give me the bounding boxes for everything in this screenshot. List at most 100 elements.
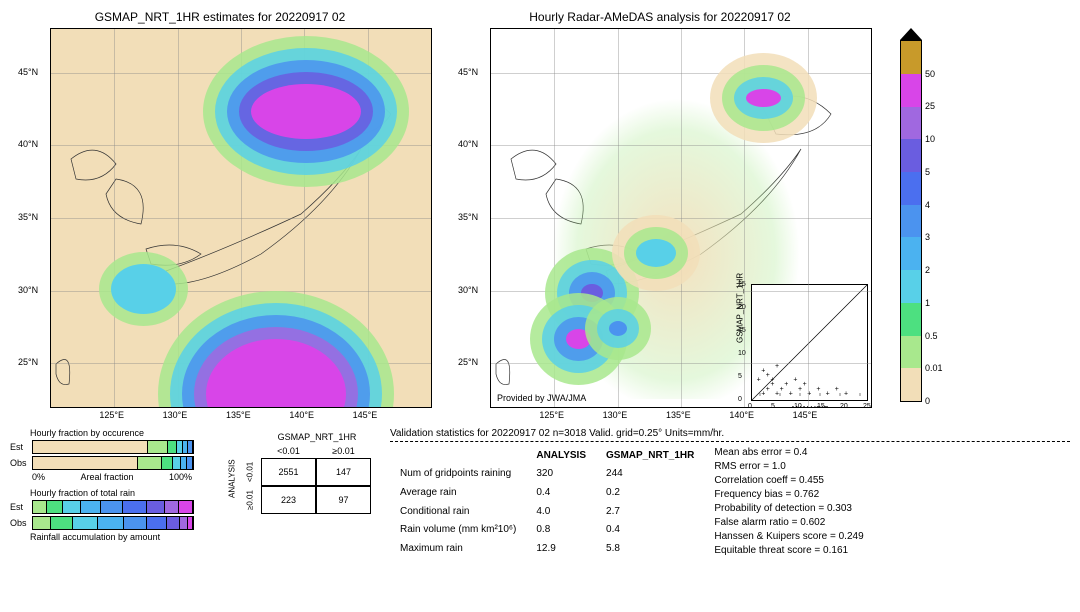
fraction-row: Obs bbox=[10, 456, 210, 470]
xtick-label: 145°E bbox=[353, 410, 378, 420]
colorbar-segment bbox=[901, 368, 921, 401]
stats-th bbox=[390, 446, 526, 465]
attribution-label: Provided by JWA/JMA bbox=[497, 393, 586, 403]
svg-text:+: + bbox=[835, 386, 839, 393]
left-map-frame bbox=[50, 28, 432, 408]
ytick-label: 45°N bbox=[458, 67, 478, 77]
ctg-cell-01: 147 bbox=[316, 458, 371, 486]
inset-scatter: ++++++++++++++++++++ ANALYSISGSMAP_NRT_1… bbox=[751, 284, 868, 401]
stats-td: 244 bbox=[596, 465, 704, 484]
stats-th: ANALYSIS bbox=[526, 446, 596, 465]
fraction-row-label: Obs bbox=[10, 518, 32, 528]
xtick-label: 125°E bbox=[99, 410, 124, 420]
occ-axis: 0% Areal fraction 100% bbox=[10, 472, 192, 482]
xtick-label: 130°E bbox=[603, 410, 628, 420]
rain-rows: Est Obs bbox=[10, 500, 210, 530]
svg-text:+: + bbox=[793, 377, 797, 384]
stats-metric: Equitable threat score = 0.161 bbox=[714, 544, 863, 558]
svg-text:+: + bbox=[757, 377, 761, 384]
stats-td: 2.7 bbox=[596, 502, 704, 521]
fraction-panel: Hourly fraction by occurence EstObs 0% A… bbox=[10, 428, 210, 558]
stats-td: Num of gridpoints raining bbox=[390, 465, 526, 484]
stats-td: Average rain bbox=[390, 483, 526, 502]
colorbar-segment bbox=[901, 270, 921, 303]
stats-td: Rain volume (mm km²10⁶) bbox=[390, 521, 526, 540]
fraction-row-label: Est bbox=[10, 442, 32, 452]
stats-metric: Hanssen & Kuipers score = 0.249 bbox=[714, 530, 863, 544]
colorbar-box: 00.010.512345102550 bbox=[900, 40, 922, 402]
stats-list: Mean abs error = 0.4RMS error = 1.0Corre… bbox=[714, 446, 863, 558]
svg-text:+: + bbox=[780, 386, 784, 393]
rain-footer: Rainfall accumulation by amount bbox=[10, 532, 210, 542]
ctg-col-1: ≥0.01 bbox=[316, 444, 371, 458]
left-map-title: GSMAP_NRT_1HR estimates for 20220917 02 bbox=[10, 10, 430, 24]
svg-text:+: + bbox=[826, 390, 830, 397]
occ-xright: 100% bbox=[169, 472, 192, 482]
stats-title: Validation statistics for 20220917 02 n=… bbox=[390, 428, 1070, 439]
main-row: GSMAP_NRT_1HR estimates for 20220917 02 … bbox=[10, 10, 1070, 408]
fraction-row: Obs bbox=[10, 516, 210, 530]
svg-text:+: + bbox=[844, 390, 848, 397]
 bbox=[239, 444, 261, 458]
xtick-label: 135°E bbox=[666, 410, 691, 420]
svg-text:+: + bbox=[766, 372, 770, 379]
stats-td: 0.8 bbox=[526, 521, 596, 540]
svg-text:+: + bbox=[775, 390, 779, 397]
svg-text:+: + bbox=[766, 386, 770, 393]
ytick-label: 30°N bbox=[458, 285, 478, 295]
colorbar: 00.010.512345102550 bbox=[900, 28, 922, 408]
svg-text:+: + bbox=[770, 377, 774, 384]
xtick-label: 130°E bbox=[163, 410, 188, 420]
colorbar-segment bbox=[901, 172, 921, 205]
xtick-label: 125°E bbox=[539, 410, 564, 420]
ctg-row-header: ANALYSIS bbox=[225, 444, 239, 514]
occ-xleft: 0% bbox=[32, 472, 45, 482]
contingency-table: ANALYSIS<0.01≥0.01<0.012551147≥0.0122397 bbox=[225, 444, 375, 514]
rain-title: Hourly fraction of total rain bbox=[10, 488, 210, 498]
colorbar-tick-label: 4 bbox=[925, 200, 930, 210]
ytick-label: 40°N bbox=[18, 139, 38, 149]
ctg-cell-10: 223 bbox=[261, 486, 316, 514]
ctg-cell-00: 2551 bbox=[261, 458, 316, 486]
stats-metric: Mean abs error = 0.4 bbox=[714, 446, 863, 460]
stats-divider bbox=[390, 441, 1070, 442]
bottom-row: Hourly fraction by occurence EstObs 0% A… bbox=[10, 428, 1070, 558]
stats-td: 0.2 bbox=[596, 483, 704, 502]
ytick-label: 30°N bbox=[18, 285, 38, 295]
svg-text:+: + bbox=[798, 386, 802, 393]
svg-text:+: + bbox=[784, 381, 788, 388]
colorbar-tick-label: 25 bbox=[925, 101, 935, 111]
stats-panel: Validation statistics for 20220917 02 n=… bbox=[390, 428, 1070, 558]
ytick-label: 35°N bbox=[458, 212, 478, 222]
ytick-label: 40°N bbox=[458, 139, 478, 149]
stats-td: 5.8 bbox=[596, 539, 704, 558]
ytick-label: 25°N bbox=[458, 357, 478, 367]
stats-metric: Correlation coeff = 0.455 bbox=[714, 474, 863, 488]
fraction-row-label: Obs bbox=[10, 458, 32, 468]
svg-text:+: + bbox=[816, 386, 820, 393]
fraction-row-label: Est bbox=[10, 502, 32, 512]
colorbar-tick-label: 0.5 bbox=[925, 331, 938, 341]
ytick-label: 45°N bbox=[18, 67, 38, 77]
colorbar-segment bbox=[901, 139, 921, 172]
stats-th: GSMAP_NRT_1HR bbox=[596, 446, 704, 465]
right-map-title: Hourly Radar-AMeDAS analysis for 2022091… bbox=[450, 10, 870, 24]
colorbar-segment bbox=[901, 303, 921, 336]
stats-td: 12.9 bbox=[526, 539, 596, 558]
stats-table: ANALYSISGSMAP_NRT_1HR Num of gridpoints r… bbox=[390, 446, 704, 558]
scatter-points: ++++++++++++++++++++ bbox=[757, 363, 848, 398]
colorbar-tick-label: 0 bbox=[925, 396, 930, 406]
stats-td: 0.4 bbox=[526, 483, 596, 502]
ytick-label: 35°N bbox=[18, 212, 38, 222]
ytick-label: 25°N bbox=[18, 357, 38, 367]
svg-text:+: + bbox=[761, 367, 765, 374]
ctg-col-header: GSMAP_NRT_1HR bbox=[259, 432, 375, 442]
stats-td: Maximum rain bbox=[390, 539, 526, 558]
left-map-panel: GSMAP_NRT_1HR estimates for 20220917 02 … bbox=[10, 10, 430, 408]
colorbar-tick-label: 50 bbox=[925, 69, 935, 79]
colorbar-segment bbox=[901, 41, 921, 74]
colorbar-tick-label: 1 bbox=[925, 298, 930, 308]
colorbar-segment bbox=[901, 237, 921, 270]
ctg-row-1: ≥0.01 bbox=[239, 486, 261, 514]
stats-td: 4.0 bbox=[526, 502, 596, 521]
